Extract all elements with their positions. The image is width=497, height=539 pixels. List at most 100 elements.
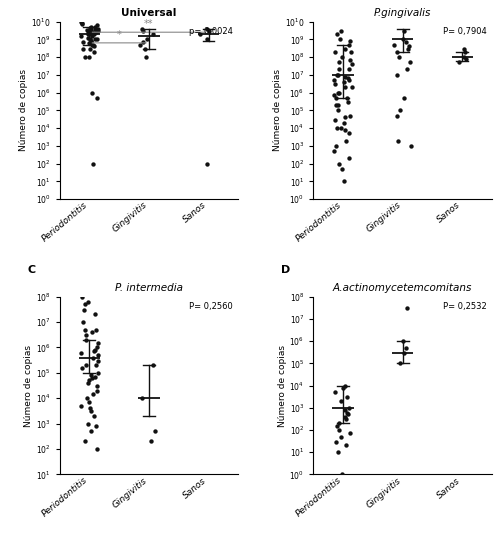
Point: [82, 331, 89, 340]
Point: [341, 412, 349, 421]
Point: [91, 23, 99, 31]
Point: [336, 35, 344, 44]
Point: [136, 40, 144, 49]
Point: [462, 54, 470, 63]
Point: [87, 88, 95, 97]
Point: [343, 94, 351, 102]
Point: [91, 35, 99, 44]
Point: [342, 441, 350, 450]
Point: [87, 407, 95, 416]
Point: [337, 432, 345, 441]
Point: [84, 398, 92, 406]
Point: [346, 112, 354, 120]
Point: [92, 28, 100, 37]
Point: [93, 94, 101, 102]
Point: [88, 40, 96, 49]
Point: [88, 160, 96, 168]
Point: [396, 106, 404, 115]
Point: [138, 394, 146, 403]
Point: [203, 35, 211, 44]
Point: [139, 26, 147, 35]
Title: P.gingivalis: P.gingivalis: [374, 8, 431, 18]
Point: [331, 80, 338, 88]
Point: [84, 39, 92, 47]
Point: [86, 35, 94, 44]
Point: [86, 23, 94, 32]
Point: [396, 359, 404, 368]
Y-axis label: Número de copias: Número de copias: [24, 344, 33, 426]
Point: [203, 160, 211, 168]
Point: [142, 53, 150, 61]
Point: [139, 38, 147, 46]
Point: [341, 381, 349, 390]
Point: [331, 115, 339, 124]
Point: [81, 53, 89, 61]
Point: [333, 71, 341, 79]
Point: [84, 298, 92, 307]
Point: [149, 30, 157, 38]
Point: [341, 126, 349, 134]
Y-axis label: Número de copias: Número de copias: [273, 70, 282, 151]
Point: [346, 56, 354, 64]
Point: [335, 58, 343, 67]
Point: [337, 397, 345, 405]
Point: [342, 415, 350, 424]
Point: [90, 30, 98, 38]
Point: [331, 388, 338, 397]
Point: [94, 369, 102, 377]
Point: [405, 42, 413, 51]
Point: [150, 361, 158, 370]
Point: [333, 30, 341, 38]
Point: [342, 393, 350, 402]
Point: [345, 429, 353, 438]
Point: [340, 177, 348, 185]
Point: [88, 390, 96, 398]
Point: [93, 382, 101, 390]
Point: [334, 419, 342, 427]
Y-axis label: Número de copias: Número de copias: [19, 70, 28, 151]
Point: [345, 76, 353, 85]
Point: [332, 101, 340, 109]
Point: [79, 44, 86, 53]
Text: C: C: [27, 266, 36, 275]
Point: [332, 94, 340, 102]
Point: [88, 328, 96, 336]
Point: [342, 136, 350, 145]
Point: [84, 419, 92, 428]
Point: [338, 164, 346, 173]
Point: [402, 343, 410, 352]
Point: [79, 364, 86, 372]
Point: [401, 348, 409, 357]
Point: [94, 26, 102, 35]
Point: [332, 437, 340, 446]
Point: [331, 91, 338, 100]
Point: [344, 98, 352, 106]
Point: [86, 30, 94, 38]
Point: [203, 24, 211, 33]
Point: [84, 33, 92, 42]
Point: [404, 44, 412, 53]
Title: Universal: Universal: [121, 8, 176, 18]
Point: [346, 37, 354, 45]
Point: [399, 35, 407, 44]
Point: [406, 58, 414, 67]
Point: [91, 326, 99, 334]
Point: [93, 445, 101, 453]
Text: *: *: [117, 30, 122, 40]
Point: [393, 112, 401, 120]
Point: [400, 94, 408, 102]
Point: [347, 47, 355, 56]
Point: [86, 37, 94, 45]
Point: [82, 336, 90, 344]
Point: [90, 347, 98, 356]
Point: [78, 19, 86, 27]
Point: [144, 35, 152, 44]
Point: [94, 356, 102, 365]
Point: [338, 470, 346, 479]
Point: [91, 345, 99, 354]
Point: [93, 386, 101, 395]
Point: [78, 293, 86, 301]
Point: [81, 300, 89, 309]
Point: [89, 40, 97, 49]
Point: [340, 72, 348, 81]
